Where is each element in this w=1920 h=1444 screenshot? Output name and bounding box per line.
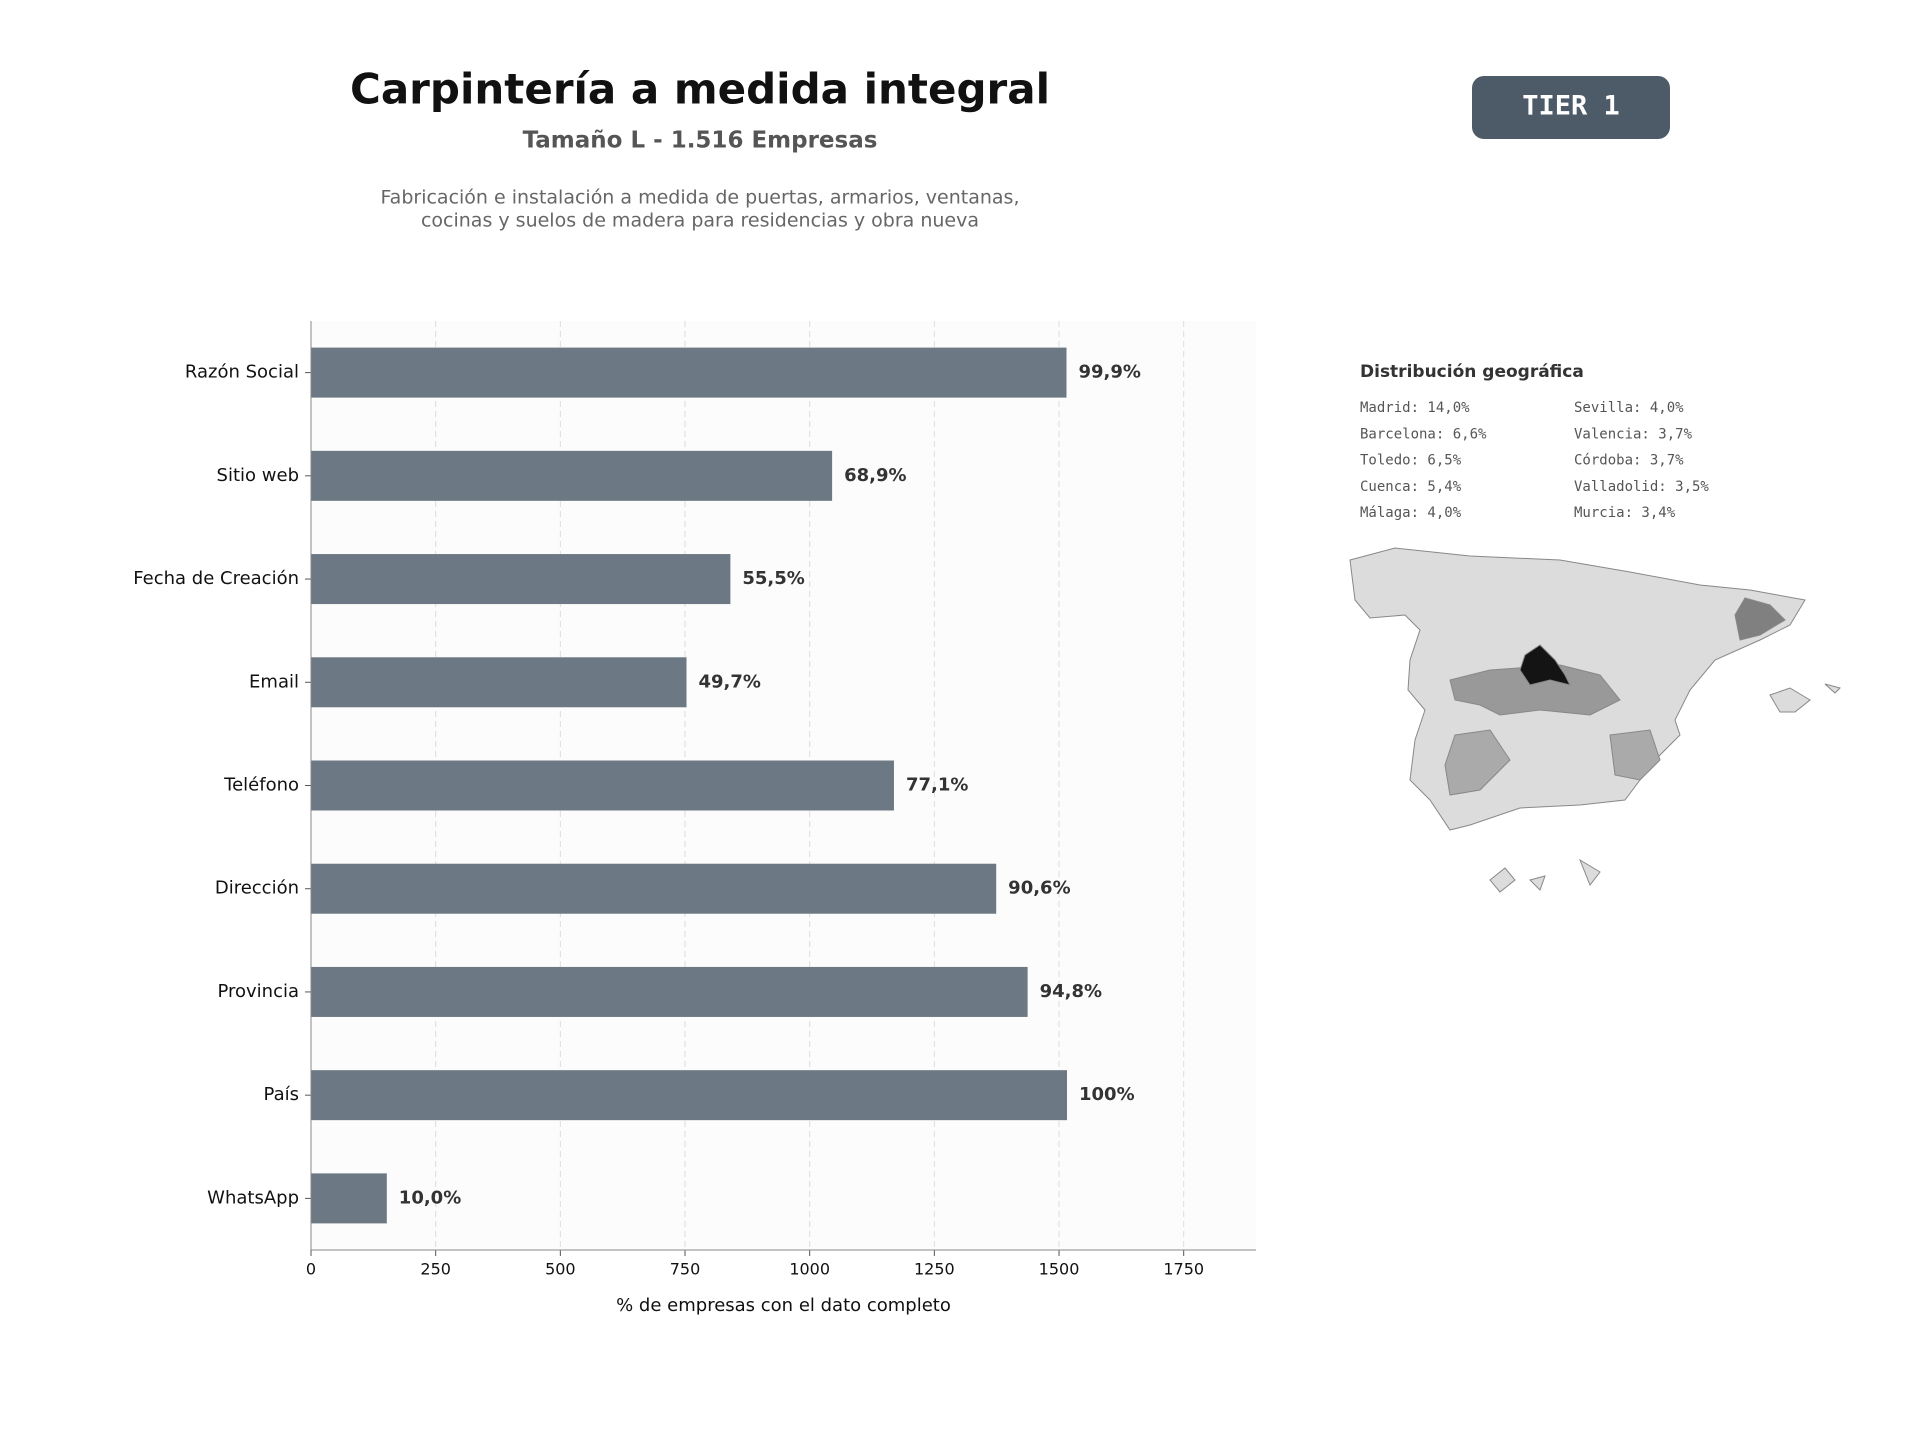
value-label: 49,7% (699, 671, 761, 692)
geo-item: Barcelona: 6,6% (1360, 426, 1487, 442)
map (1349, 547, 1841, 893)
bar (311, 1070, 1067, 1121)
geo-item: Valencia: 3,7% (1574, 426, 1693, 442)
value-label: 10,0% (399, 1187, 461, 1208)
badge (1472, 76, 1670, 139)
bar (311, 657, 687, 708)
x-tick-label: 0 (306, 1260, 316, 1279)
y-tick-label: WhatsApp (207, 1187, 299, 1208)
map-baleares (1824, 683, 1841, 694)
value-label: 100% (1079, 1084, 1135, 1105)
x-tick-label: 750 (670, 1260, 701, 1279)
geo-item: Valladolid: 3,5% (1574, 479, 1709, 495)
geo-item: Málaga: 4,0% (1360, 505, 1462, 521)
value-label: 68,9% (844, 465, 906, 486)
map-canarias (1489, 867, 1516, 893)
y-tick-label: País (264, 1084, 299, 1105)
geo-item: Córdoba: 3,7% (1574, 453, 1684, 469)
x-tick-label: 250 (420, 1260, 451, 1279)
plot: 0 250 500 750 1000 1250 1500 1750 Razón Social 99… (133, 321, 1256, 1316)
bar (311, 347, 1067, 398)
geo-item: Madrid: 14,0% (1360, 400, 1470, 416)
x-tick-label: 1750 (1163, 1260, 1204, 1279)
geo-title: Distribución geográfica (1360, 362, 1584, 382)
map-madrid (1519, 644, 1571, 686)
map-canarias (1529, 875, 1546, 891)
chart-subtitle: Tamaño L - 1.516 Empresas (523, 128, 878, 154)
map-region (1444, 729, 1511, 796)
y-tick-label: Sitio web (217, 465, 299, 486)
map-canarias (1578, 858, 1601, 887)
bar (311, 554, 731, 605)
y-tick-label: Dirección (215, 878, 299, 899)
geo-item: Toledo: 6,5% (1360, 453, 1462, 469)
bar (311, 863, 997, 914)
geo-item: Sevilla: 4,0% (1574, 400, 1684, 416)
x-tick-label: 500 (545, 1260, 576, 1279)
value-label: 77,1% (906, 775, 968, 796)
chart-title: Carpintería a medida integral (350, 65, 1050, 114)
value-label: 99,9% (1079, 362, 1141, 383)
y-tick-label: Provincia (217, 981, 299, 1002)
value-label: 94,8% (1040, 981, 1102, 1002)
x-tick-label: 1000 (789, 1260, 830, 1279)
bar (311, 760, 894, 811)
geo-legend: Madrid: 14,0% Barcelona: 6,6% Toledo: 6,5%… (1360, 400, 1709, 521)
y-tick-label: Fecha de Creación (133, 568, 299, 589)
geo-item: Cuenca: 5,4% (1360, 479, 1462, 495)
description: Fabricación e instalación a medida de pu… (381, 187, 1020, 209)
map-barcelona (1734, 597, 1786, 641)
x-axis-label: % de empresas con el dato completo (616, 1295, 951, 1316)
bar (311, 1173, 387, 1224)
value-label: 90,6% (1008, 878, 1070, 899)
y-tick-label: Teléfono (223, 775, 299, 796)
badge-text: TIER 1 (1522, 91, 1620, 122)
map-region (1609, 729, 1661, 781)
value-label: 55,5% (742, 568, 804, 589)
bar (311, 966, 1028, 1017)
bar (311, 450, 833, 501)
x-tick-label: 1250 (914, 1260, 955, 1279)
y-tick-label: Razón Social (185, 362, 299, 383)
geo-item: Murcia: 3,4% (1574, 505, 1676, 521)
map-baleares (1769, 687, 1811, 713)
y-tick-label: Email (249, 671, 299, 692)
description: cocinas y suelos de madera para residenc… (421, 210, 979, 232)
x-tick-label: 1500 (1039, 1260, 1080, 1279)
